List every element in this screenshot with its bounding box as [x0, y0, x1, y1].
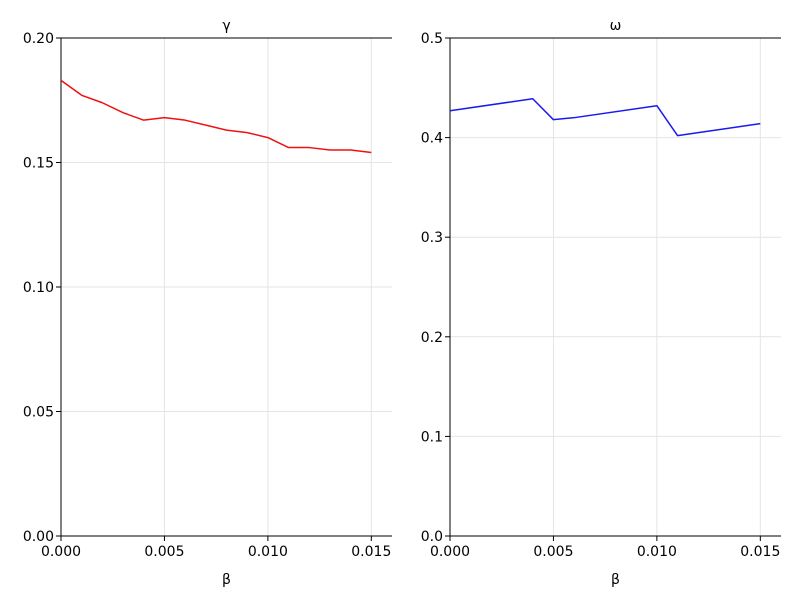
omega-panel-title: ω — [610, 18, 622, 34]
gamma-x-axis-label: β — [222, 572, 231, 588]
omega-y-tick-label: 0.3 — [421, 230, 443, 246]
gamma-y-tick-label: 0.15 — [23, 156, 54, 172]
omega-series-line — [449, 98, 761, 137]
omega-y-tick-label: 0.4 — [421, 131, 443, 147]
gamma-x-tick-label: 0.000 — [41, 544, 81, 560]
omega-y-tick-label: 0.2 — [421, 330, 443, 346]
gamma-x-tick-label: 0.005 — [144, 544, 184, 560]
omega-y-tick-label: 0.0 — [421, 529, 443, 545]
omega-y-tick-label: 0.1 — [421, 429, 443, 445]
omega-y-tick-label: 0.5 — [421, 31, 443, 47]
omega-x-axis-label: β — [611, 572, 620, 588]
omega-x-tick-label: 0.005 — [533, 544, 573, 560]
gamma-y-tick-label: 0.10 — [23, 280, 54, 296]
omega-x-tick-label: 0.015 — [740, 544, 780, 560]
gamma-x-tick-label: 0.015 — [351, 544, 391, 560]
gamma-y-tick-label: 0.20 — [23, 31, 54, 47]
gamma-y-tick-label: 0.00 — [23, 529, 54, 545]
omega-panel: 0.000 0.005 0.010 0.015 0.0 0.1 0.2 0.3 0.4 0.5 ω β — [421, 18, 781, 588]
gamma-panel-title: γ — [222, 18, 230, 34]
gamma-y-tick-label: 0.05 — [23, 405, 54, 421]
gamma-x-tick-label: 0.010 — [248, 544, 288, 560]
gamma-series-line — [60, 79, 372, 154]
omega-x-tick-label: 0.010 — [637, 544, 677, 560]
gamma-panel: 0.000 0.005 0.010 0.015 0.00 0.05 0.10 0.15 0.20… — [23, 18, 392, 588]
omega-x-tick-label: 0.000 — [430, 544, 470, 560]
